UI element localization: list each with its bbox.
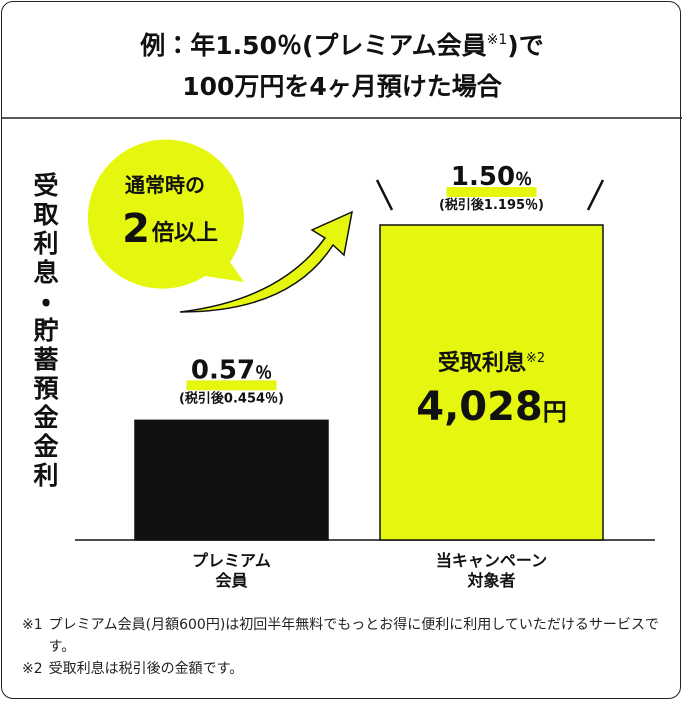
footnote-mark: ※2: [22, 661, 43, 677]
x-tick-label: 対象者: [466, 571, 515, 590]
footnote-text: 受取利息は税引後の金額です。: [48, 661, 244, 677]
arrow: [179, 210, 353, 313]
footnote-text: プレミアム会員(月額600円)は初回半年無料でもっとお得に便利に利用していただけ…: [48, 617, 659, 655]
x-tick-label: 当キャンペーン: [436, 551, 547, 570]
rate-value: 1.50: [451, 162, 515, 192]
bar-label: 受取利息: [201, 446, 261, 464]
chart-title: 例：年1.50％(プレミアム会員※1)で: [139, 31, 543, 60]
bar-label: 受取利息※2: [438, 350, 545, 376]
footnote-mark: ※1: [22, 617, 43, 633]
footnote: ※2 受取利息は税引後の金額です。: [22, 658, 662, 680]
x-tick-label: プレミアム: [192, 551, 271, 570]
highlight: [186, 380, 277, 391]
bar-label-text: 受取利息: [201, 446, 261, 464]
x-tick-label: 会員: [215, 571, 247, 590]
y-axis-label: 受取利息・貯蓄預金金利: [30, 172, 59, 491]
chart-subtitle: 100万円を4ヶ月預けた場合: [182, 72, 503, 101]
badge-number: 2: [122, 206, 150, 252]
bar: [379, 224, 604, 541]
accent-line: [586, 179, 605, 211]
accent-line: [375, 179, 394, 211]
highlight: [446, 187, 537, 197]
bar-label-note: ※2: [526, 351, 545, 366]
badge-text: 倍以上: [151, 221, 218, 246]
value-label: 1,530円: [171, 472, 292, 510]
footnotes: ※1 プレミアム会員(月額600円)は初回半年無料でもっとお得に便利に利用していた…: [22, 614, 662, 680]
badge-text: 通常時の: [125, 173, 205, 197]
rate-label: 1.50％: [451, 162, 532, 192]
value-label: 4,028円: [416, 384, 567, 430]
rate-unit: ％: [255, 363, 272, 383]
rate-note: (税引後0.454％): [179, 390, 284, 406]
value-unit: 円: [543, 398, 567, 426]
bar: [134, 419, 329, 541]
rate-note: (税引後1.195％): [439, 197, 544, 213]
value-unit: 円: [272, 483, 292, 507]
rate-unit: ％: [515, 170, 532, 190]
rate-label: 0.57％: [191, 355, 272, 385]
footnote: ※1 プレミアム会員(月額600円)は初回半年無料でもっとお得に便利に利用していた…: [22, 614, 662, 658]
bar-label-text: 受取利息: [438, 350, 526, 376]
rate-value: 0.57: [191, 355, 255, 385]
badge: [87, 139, 244, 289]
value-text: 4,028: [416, 384, 543, 430]
value-text: 1,530: [171, 472, 272, 510]
